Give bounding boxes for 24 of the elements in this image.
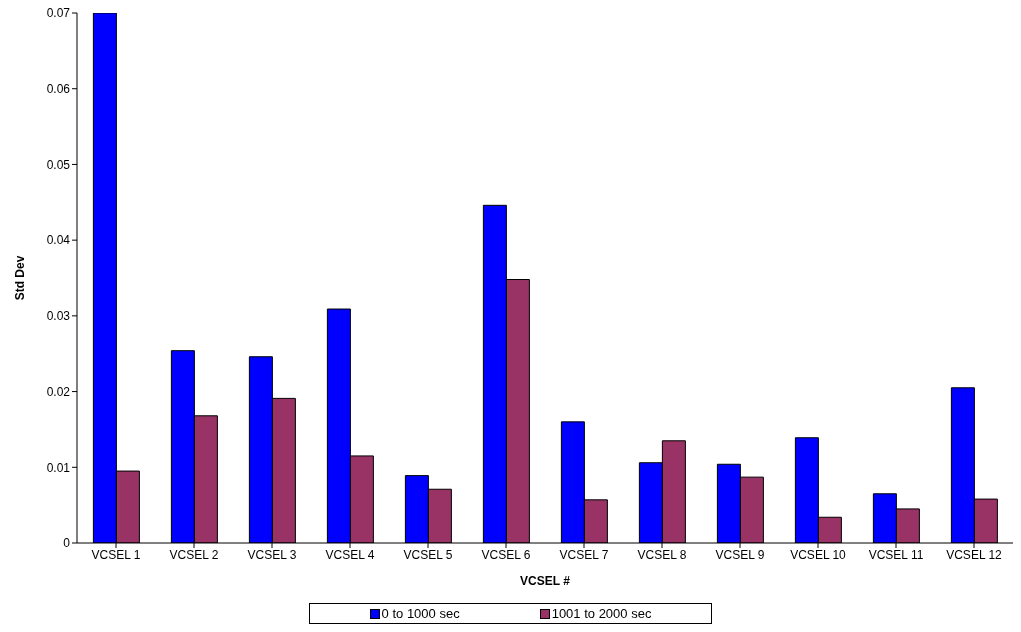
x-tick-label: VCSEL 2 [169, 547, 219, 562]
x-tick-label: VCSEL 4 [325, 547, 375, 562]
y-tick-label: 0.02 [46, 384, 71, 399]
x-tick-label: VCSEL 5 [403, 547, 453, 562]
legend-label: 0 to 1000 sec [381, 606, 460, 621]
x-tick-label: VCSEL 10 [790, 547, 847, 562]
x-tick-label: VCSEL 11 [868, 547, 924, 562]
x-tick-label: VCSEL 7 [559, 547, 609, 562]
x-tick-label: VCSEL 12 [946, 547, 1003, 562]
x-tick-label: VCSEL 1 [91, 547, 141, 562]
y-tick-label: 0.07 [46, 6, 71, 21]
y-tick-label: 0.05 [46, 157, 71, 172]
x-tick-label: VCSEL 9 [715, 547, 765, 562]
y-axis-title: Std Dev [13, 255, 28, 301]
y-tick-label: 0.06 [46, 81, 71, 96]
y-tick-label: 0.04 [46, 233, 71, 248]
x-tick-label: VCSEL 8 [637, 547, 687, 562]
y-tick-label: 0 [63, 536, 71, 551]
x-axis-title: VCSEL # [520, 574, 571, 588]
x-tick-label: VCSEL 3 [247, 547, 297, 562]
legend-label: 1001 to 2000 sec [551, 606, 652, 621]
y-tick-label: 0.01 [46, 460, 71, 475]
y-tick-label: 0.03 [46, 309, 71, 324]
x-tick-label: VCSEL 6 [481, 547, 531, 562]
